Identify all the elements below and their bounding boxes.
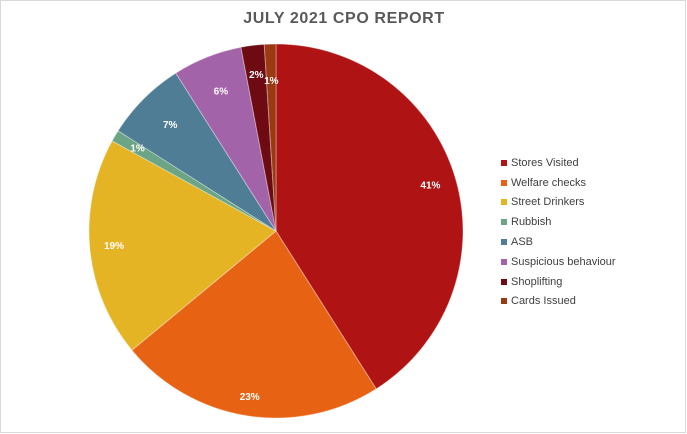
pie-slice-rubbish <box>111 130 277 232</box>
pie-slice-shoplifting <box>240 43 277 232</box>
chart-title: JULY 2021 CPO REPORT <box>243 10 445 27</box>
legend-item-street-drinkers: Street Drinkers <box>501 193 616 213</box>
legend-swatch <box>501 298 507 305</box>
data-label-street-drinkers: 19% <box>104 241 124 252</box>
legend-label: Cards Issued <box>511 295 576 308</box>
legend-swatch <box>501 199 507 206</box>
chart-legend: Stores Visited Welfare checks Street Drink… <box>501 153 616 311</box>
legend-item-welfare-checks: Welfare checks <box>501 173 616 193</box>
legend-label: ASB <box>511 236 534 249</box>
pie-slice-suspicious-behaviour <box>175 46 277 232</box>
legend-item-cards-issued: Cards Issued <box>501 292 616 312</box>
legend-item-rubbish: Rubbish <box>501 212 616 232</box>
data-label-stores-visited: 41% <box>420 181 440 192</box>
pie-slice-asb <box>117 72 277 232</box>
legend-swatch <box>501 278 507 285</box>
legend-swatch <box>501 159 507 166</box>
pie-slice-welfare-checks <box>131 230 377 419</box>
legend-label: Street Drinkers <box>511 196 585 209</box>
data-label-rubbish: 1% <box>130 144 145 155</box>
data-label-suspicious-behaviour: 6% <box>214 87 229 98</box>
data-label-cards-issued: 1% <box>264 76 279 87</box>
pie-slice-stores-visited <box>275 43 464 390</box>
legend-swatch <box>501 179 507 186</box>
pie-slice-street-drinkers <box>88 140 277 351</box>
pie-slices <box>88 43 464 419</box>
legend-item-stores-visited: Stores Visited <box>501 153 616 173</box>
pie-slice-cards-issued <box>263 43 277 232</box>
legend-swatch <box>501 258 507 265</box>
data-label-welfare-checks: 23% <box>240 392 260 403</box>
legend-item-asb: ASB <box>501 232 616 252</box>
data-label-shoplifting: 2% <box>249 70 264 81</box>
legend-swatch <box>501 239 507 246</box>
legend-label: Stores Visited <box>511 156 579 169</box>
legend-label: Rubbish <box>511 216 552 229</box>
data-label-asb: 7% <box>163 120 178 131</box>
legend-label: Shoplifting <box>511 275 563 288</box>
legend-swatch <box>501 219 507 226</box>
legend-item-suspicious-behaviour: Suspicious behaviour <box>501 252 616 272</box>
legend-item-shoplifting: Shoplifting <box>501 272 616 292</box>
pie-data-labels: 41%23%19%1%7%6%2%1% <box>104 70 441 403</box>
legend-label: Welfare checks <box>511 176 586 189</box>
legend-label: Suspicious behaviour <box>511 255 616 268</box>
